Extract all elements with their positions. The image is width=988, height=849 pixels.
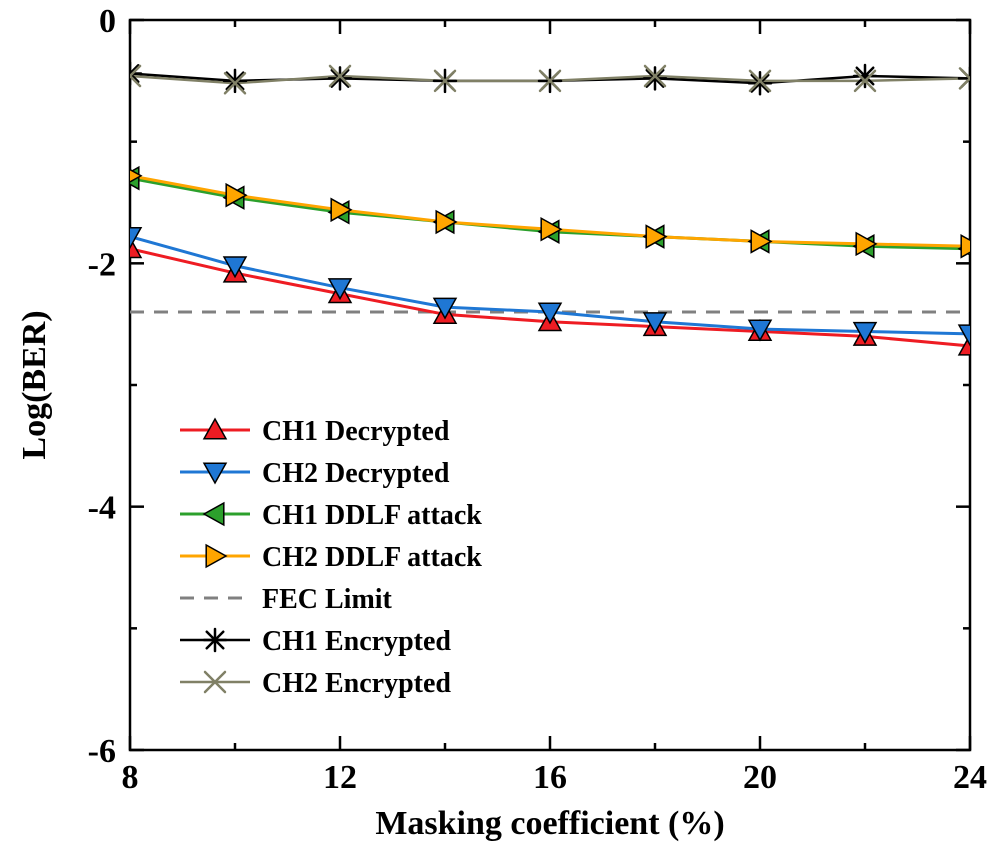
legend-label: FEC Limit <box>262 584 393 615</box>
x-tick-label: 16 <box>533 759 567 796</box>
legend-label: CH2 Encrypted <box>262 668 451 699</box>
y-tick-label: -6 <box>88 733 116 770</box>
x-tick-label: 20 <box>743 759 777 796</box>
ber-chart: 8 12 16 20 24 -6 -4 -2 0 Masking coefficient (%) L… <box>0 0 988 849</box>
legend-label: CH2 DDLF attack <box>262 542 482 573</box>
x-tick-label: 12 <box>323 759 357 796</box>
x-tick-label: 8 <box>122 759 139 796</box>
legend-label: CH1 Decrypted <box>262 416 450 447</box>
y-tick-label: -4 <box>88 490 116 527</box>
legend-label: CH1 DDLF attack <box>262 500 482 531</box>
legend-label: CH1 Encrypted <box>262 626 451 657</box>
legend-label: CH2 Decrypted <box>262 458 450 489</box>
y-tick-label: 0 <box>99 3 116 40</box>
x-axis-label: Masking coefficient (%) <box>375 805 724 842</box>
x-tick-label: 24 <box>953 759 987 796</box>
chart-container: 8 12 16 20 24 -6 -4 -2 0 Masking coefficient (%) L… <box>0 0 988 849</box>
y-axis-label: Log(BER) <box>16 310 53 459</box>
y-tick-label: -2 <box>88 246 116 283</box>
